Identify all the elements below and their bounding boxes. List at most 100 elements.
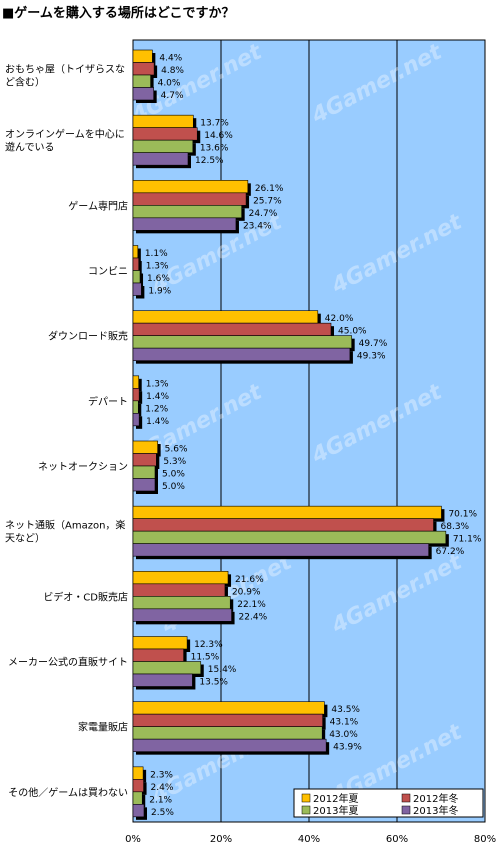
data-label: 70.1% [448, 510, 477, 520]
legend-entry: 2012年冬 [413, 792, 458, 805]
bar [132, 205, 242, 219]
category-label: メーカー公式の直販サイト [8, 656, 128, 669]
bar [132, 766, 144, 780]
bar [132, 310, 319, 324]
bar [132, 282, 142, 296]
bar [132, 583, 226, 597]
bar [132, 322, 332, 336]
bar [132, 505, 442, 519]
data-label: 5.6% [165, 445, 188, 455]
bar [132, 49, 153, 63]
data-label: 5.0% [162, 470, 185, 480]
data-label: 2.1% [149, 795, 172, 805]
data-label: 49.3% [357, 352, 386, 362]
category-label: おもちゃ屋（トイザらスな [5, 64, 125, 76]
bar-shadow [136, 248, 141, 261]
bar [132, 518, 434, 532]
data-label: 68.3% [441, 522, 470, 532]
bar [132, 180, 249, 194]
data-label: 21.6% [235, 575, 264, 585]
data-label: 5.0% [162, 482, 185, 492]
data-label: 67.2% [436, 547, 465, 557]
data-label: 1.1% [145, 249, 168, 259]
legend: 2012年夏 2012年冬 2013年夏 2013年冬 [293, 788, 484, 818]
data-label: 12.5% [195, 156, 224, 166]
data-label: 4.4% [159, 54, 182, 64]
data-label: 1.3% [146, 379, 169, 389]
category-label: 天など） [5, 533, 45, 545]
bar [132, 465, 156, 479]
data-label: 20.9% [232, 587, 261, 597]
bars-layer [132, 49, 449, 820]
bar [132, 453, 157, 467]
category-label: 遊んでいる [5, 141, 55, 154]
bar [132, 127, 198, 141]
bar [132, 62, 155, 76]
bar [132, 596, 231, 610]
data-label: 71.1% [453, 535, 482, 545]
data-label: 1.4% [146, 417, 169, 427]
bar [132, 87, 154, 101]
data-label: 2.4% [151, 783, 174, 793]
category-label: ビデオ・CD販売店 [43, 590, 128, 603]
data-label: 1.3% [146, 262, 169, 272]
legend-swatch [301, 793, 311, 803]
data-label: 42.0% [325, 314, 354, 324]
data-label: 4.7% [161, 91, 184, 101]
bar [132, 440, 158, 454]
data-label: 22.1% [237, 600, 266, 610]
bar [132, 608, 232, 622]
bar [132, 543, 429, 557]
legend-entry: 2013年夏 [313, 804, 358, 817]
legend-box [293, 788, 484, 818]
data-label: 43.5% [331, 705, 360, 715]
x-tick-label: 20% [210, 834, 232, 845]
data-label: 43.1% [330, 718, 359, 728]
bar [132, 270, 141, 284]
data-label: 12.3% [194, 640, 223, 650]
bar [132, 388, 140, 402]
bar [132, 347, 351, 361]
bar [132, 375, 140, 389]
data-label: 4.8% [161, 66, 184, 76]
bar [132, 217, 237, 231]
x-tick-label: 40% [298, 834, 320, 845]
chart-title: ■ゲームを購入する場所はどこですか？ [2, 6, 235, 21]
bar [132, 152, 189, 166]
bar [132, 636, 188, 650]
bar [132, 713, 323, 727]
legend-entry: 2013年冬 [413, 804, 458, 817]
x-tick-label: 60% [386, 834, 408, 845]
legend-swatch [301, 805, 311, 815]
category-label: ネット通販（Amazon，楽 [5, 519, 125, 532]
bar [132, 139, 194, 153]
data-label: 1.6% [147, 274, 170, 284]
bar [132, 571, 229, 585]
bar [132, 648, 184, 662]
legend-entry: 2012年夏 [313, 792, 358, 805]
bar [132, 413, 140, 427]
category-label: オンラインゲームを中心に [5, 128, 125, 141]
data-label: 2.3% [150, 770, 173, 780]
data-label: 11.5% [191, 653, 220, 663]
bar [132, 245, 139, 259]
category-label: デパート [88, 395, 128, 408]
bar [132, 400, 139, 414]
bar [132, 726, 323, 740]
data-label: 13.5% [199, 678, 228, 688]
bar [132, 791, 143, 805]
data-label: 45.0% [338, 327, 367, 337]
data-label: 5.3% [163, 457, 186, 467]
data-label: 2.5% [151, 808, 174, 818]
data-label: 24.7% [249, 209, 278, 219]
bar [132, 661, 202, 675]
category-label: 家電量販店 [78, 721, 128, 734]
category-label: ネットオークション [38, 461, 128, 473]
bar [132, 701, 325, 715]
x-tick-label: 80% [474, 834, 496, 845]
legend-swatch [401, 805, 411, 815]
bar [132, 779, 144, 793]
data-label: 13.7% [200, 119, 229, 129]
legend-swatch [401, 793, 411, 803]
